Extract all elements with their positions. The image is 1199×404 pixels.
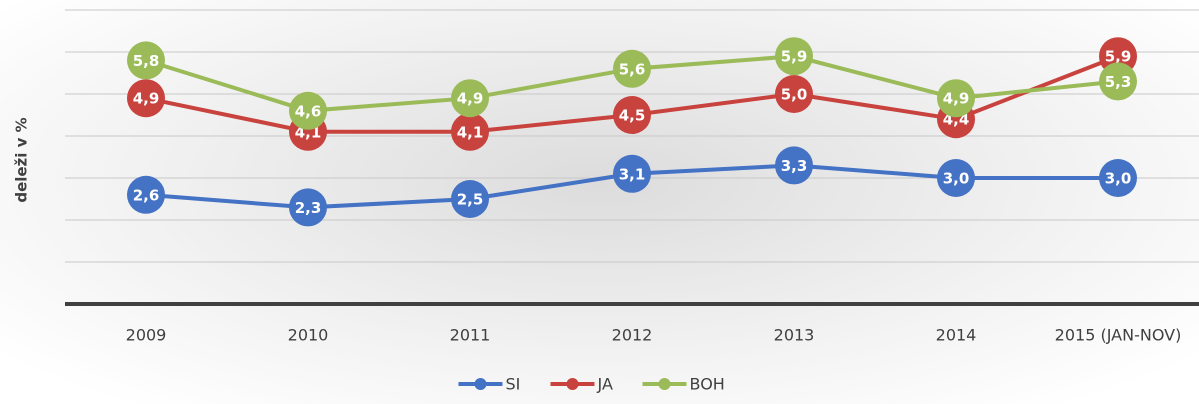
legend-label: JA	[597, 375, 613, 394]
data-label: 2,5	[457, 191, 484, 209]
x-tick-label: 2015 (JAN-NOV)	[1055, 326, 1182, 345]
data-point	[127, 41, 165, 80]
legend-marker	[474, 378, 487, 390]
data-point	[451, 112, 489, 151]
data-point	[127, 175, 165, 214]
data-label: 2,3	[295, 199, 322, 217]
data-label: 5,9	[1105, 48, 1132, 66]
x-tick-label: 2010	[288, 326, 329, 345]
data-label: 5,3	[1105, 73, 1132, 91]
data-point	[937, 79, 975, 118]
legend-marker	[658, 378, 671, 390]
data-label: 3,0	[1105, 170, 1132, 188]
data-point	[289, 91, 327, 130]
data-label: 5,8	[133, 52, 160, 70]
data-point	[937, 159, 975, 197]
data-label: 4,9	[457, 90, 484, 108]
data-label: 3,1	[619, 165, 646, 183]
data-label: 4,9	[943, 90, 970, 108]
data-label: 4,5	[619, 107, 646, 125]
data-point	[451, 79, 489, 118]
data-point	[775, 146, 813, 185]
data-point	[1099, 159, 1137, 197]
data-label: 4,1	[457, 123, 484, 141]
data-label: 3,3	[781, 157, 808, 175]
data-point	[775, 75, 813, 113]
data-label: 4,9	[133, 90, 160, 108]
legend-marker	[566, 378, 579, 390]
x-tick-label: 2013	[774, 326, 815, 345]
legend-label: SI	[506, 375, 521, 394]
data-point	[613, 96, 651, 134]
data-point	[775, 37, 813, 76]
data-point	[613, 154, 651, 193]
y-axis-label: deleži v %	[13, 117, 31, 202]
legend-label: BOH	[690, 375, 725, 394]
x-tick-label: 2011	[450, 326, 491, 345]
data-label: 4,6	[295, 102, 322, 120]
data-label: 5,6	[619, 60, 646, 78]
data-label: 5,0	[781, 86, 808, 104]
data-point	[451, 180, 489, 218]
data-label: 2,6	[133, 186, 160, 204]
x-tick-label: 2014	[936, 326, 977, 345]
data-label: 5,9	[781, 48, 808, 66]
x-tick-label: 2009	[126, 326, 167, 345]
data-label: 3,0	[943, 170, 970, 188]
data-point	[1099, 62, 1137, 101]
data-point	[613, 49, 651, 88]
data-point	[127, 79, 165, 118]
x-tick-label: 2012	[612, 326, 653, 345]
data-point	[289, 188, 327, 227]
